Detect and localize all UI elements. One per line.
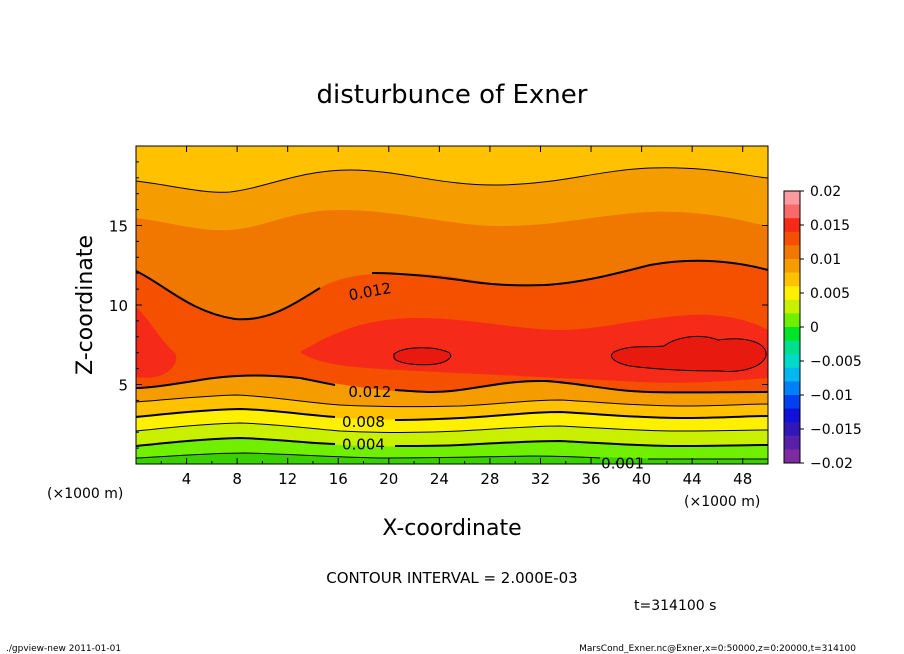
colorbar-swatch-9: [784, 313, 800, 328]
contour-line-top: [135, 167, 769, 193]
colorbar-swatch-0: [784, 191, 800, 206]
contour-lines: [135, 167, 769, 460]
x-tick-label-4: 4: [182, 470, 192, 488]
x-tick-label-16: 16: [329, 470, 348, 488]
colorbar-swatch-2: [784, 218, 800, 233]
colorbar-swatch-12: [784, 354, 800, 369]
field-band-0-016: [136, 307, 768, 383]
field-band-0-018: [394, 336, 767, 372]
contour-line-0-008-lower-right: [394, 410, 769, 421]
footer-right: MarsCond_Exner.nc@Exner,x=0:50000,z=0:20…: [579, 644, 856, 654]
footer-left: ./gpview-new 2011-01-01: [6, 644, 121, 654]
colorbar-swatch-15: [784, 395, 800, 410]
contour-line-0-002-lower: [135, 452, 601, 459]
contour-line-0-006-lower: [135, 422, 769, 433]
contour-line-0-016-left: [393, 347, 452, 366]
colorbar-label-4: 0: [810, 320, 819, 336]
colorbar-label-2: 0.01: [810, 252, 841, 268]
colorbar-swatch-19: [784, 449, 800, 464]
x-tick-label-48: 48: [733, 470, 752, 488]
x-tick-label-24: 24: [430, 470, 449, 488]
x-tick-label-12: 12: [278, 470, 297, 488]
contour-line-0-012-lower-right: [394, 379, 769, 394]
x-axis-unit-right: (×1000 m): [684, 494, 760, 510]
x-axis-unit-left: (×1000 m): [47, 486, 123, 502]
y-tick-label-10: 10: [109, 297, 128, 315]
colorbar-swatch-5: [784, 259, 800, 274]
colorbar-label-1: 0.015: [810, 218, 850, 234]
x-tick-label-40: 40: [632, 470, 651, 488]
colorbar: 0.02 0.015 0.01 0.005 0 −0.005 −0.01 −0.015 −0.0…: [783, 184, 862, 472]
colorbar-swatch-1: [784, 204, 800, 219]
colorbar-label-8: −0.02: [810, 456, 853, 472]
x-axis: 4 8 12 16 20 24 28 32 36 40 44 48: [160, 146, 752, 488]
colorbar-label-7: −0.015: [810, 422, 862, 438]
contour-label-1: 0.012: [348, 383, 391, 401]
colorbar-swatch-6: [784, 272, 800, 287]
colorbar-swatch-11: [784, 340, 800, 355]
contour-line-0-008-lower: [135, 407, 336, 418]
x-tick-label-8: 8: [232, 470, 242, 488]
colorbar-label-5: −0.005: [810, 354, 862, 370]
colorbar-swatch-14: [784, 381, 800, 396]
contour-line-0-004-lower: [135, 436, 336, 447]
colorbar-label-3: 0.005: [810, 286, 850, 302]
y-axis: 5 10 15: [109, 161, 768, 449]
colorbar-swatch-4: [784, 245, 800, 260]
contour-label-2: 0.008: [342, 413, 385, 431]
contour-label-3: 0.004: [342, 435, 385, 453]
y-axis-title: Z-coordinate: [73, 235, 98, 375]
contour-field: [136, 146, 768, 465]
contour-line-0-010-lower: [135, 394, 769, 408]
y-tick-label-5: 5: [118, 377, 128, 395]
contour-line-0-012-upper: [135, 270, 321, 321]
colorbar-label-6: −0.01: [810, 388, 853, 404]
colorbar-swatch-8: [784, 299, 800, 314]
colorbar-swatch-16: [784, 408, 800, 423]
contour-label-4: 0.001: [601, 454, 644, 472]
x-tick-label-28: 28: [480, 470, 499, 488]
contour-line-0-012-lower: [135, 374, 336, 389]
x-tick-label-32: 32: [531, 470, 550, 488]
y-tick-label-15: 15: [109, 218, 128, 236]
contour-line-0-012-upper-right: [371, 259, 769, 287]
colorbar-swatch-17: [784, 422, 800, 437]
x-tick-label-20: 20: [379, 470, 398, 488]
colorbar-label-0: 0.02: [810, 184, 841, 200]
field-band-0-000-lower: [136, 453, 768, 464]
x-tick-label-44: 44: [683, 470, 702, 488]
colorbar-swatch-13: [784, 367, 800, 382]
contour-line-0-004-lower-right: [394, 439, 769, 448]
chart-title: disturbunce of Exner: [317, 80, 588, 110]
contour-line-0-016-right: [610, 335, 767, 372]
colorbar-swatch-10: [784, 327, 800, 342]
colorbar-swatch-7: [784, 286, 800, 301]
colorbar-swatch-3: [784, 231, 800, 246]
contour-interval: CONTOUR INTERVAL = 2.000E-03: [326, 569, 577, 587]
x-axis-title: X-coordinate: [382, 516, 521, 541]
x-tick-label-36: 36: [581, 470, 600, 488]
colorbar-swatch-18: [784, 435, 800, 450]
time-stamp: t=314100 s: [634, 598, 716, 614]
